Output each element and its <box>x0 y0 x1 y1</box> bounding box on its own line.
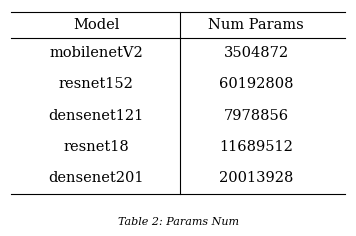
Text: 11689512: 11689512 <box>219 140 293 154</box>
Text: resnet18: resnet18 <box>63 140 129 154</box>
Text: 20013928: 20013928 <box>219 171 293 185</box>
Text: mobilenetV2: mobilenetV2 <box>49 46 143 60</box>
Text: 60192808: 60192808 <box>219 77 294 92</box>
Text: 7978856: 7978856 <box>224 109 289 123</box>
Text: 3504872: 3504872 <box>224 46 289 60</box>
Text: Num Params: Num Params <box>209 18 304 32</box>
Text: resnet152: resnet152 <box>59 77 134 92</box>
Text: densenet201: densenet201 <box>48 171 144 185</box>
Text: Model: Model <box>73 18 119 32</box>
Text: densenet121: densenet121 <box>48 109 144 123</box>
Text: Table 2: Params Num: Table 2: Params Num <box>117 217 239 227</box>
